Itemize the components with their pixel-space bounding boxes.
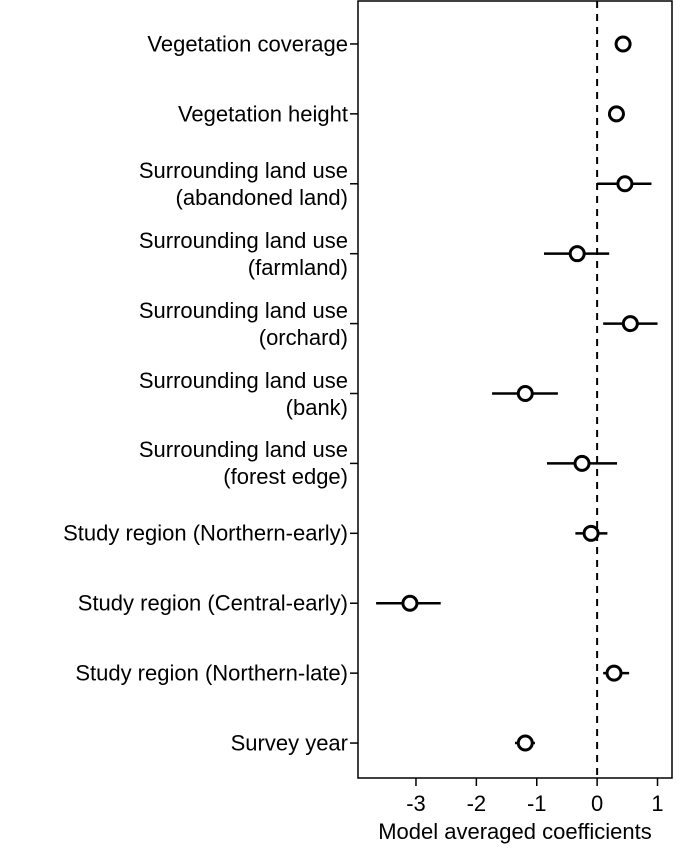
estimate-point	[401, 594, 419, 612]
y-tick-label: Surrounding land use (bank)	[138, 367, 348, 420]
estimate-point	[607, 105, 625, 123]
estimate-point	[516, 385, 534, 402]
x-axis-title: Model averaged coefficients	[378, 819, 652, 844]
estimate-point	[621, 315, 639, 333]
x-tick-label: -2	[467, 791, 487, 816]
estimate-point	[614, 35, 632, 53]
y-tick-label: Surrounding land use (orchard)	[138, 297, 348, 350]
y-tick-label: Surrounding land use (abandoned land)	[138, 157, 348, 210]
x-tick-label: -3	[406, 791, 426, 816]
y-tick-label: Survey year	[230, 730, 348, 756]
y-tick-label: Surrounding land use (forest edge)	[138, 437, 348, 490]
y-tick-label: Surrounding land use (farmland)	[138, 227, 348, 280]
y-tick-label: Vegetation height	[177, 101, 348, 127]
estimate-point	[616, 175, 634, 193]
x-tick-label: 1	[651, 791, 663, 816]
y-tick-label: Vegetation coverage	[147, 31, 348, 57]
y-tick-label: Study region (Central-early)	[77, 590, 348, 616]
x-tick-label: -1	[527, 791, 547, 816]
estimate-point	[582, 524, 600, 542]
plot-frame	[357, 0, 673, 779]
estimate-point	[516, 734, 534, 752]
estimate-point	[573, 454, 591, 472]
y-tick-label: Study region (Northern-early)	[63, 520, 348, 546]
estimate-point	[605, 664, 623, 682]
y-tick-label: Study region (Northern-late)	[75, 660, 348, 686]
estimate-point	[568, 245, 586, 263]
x-tick-label: 0	[591, 791, 603, 816]
